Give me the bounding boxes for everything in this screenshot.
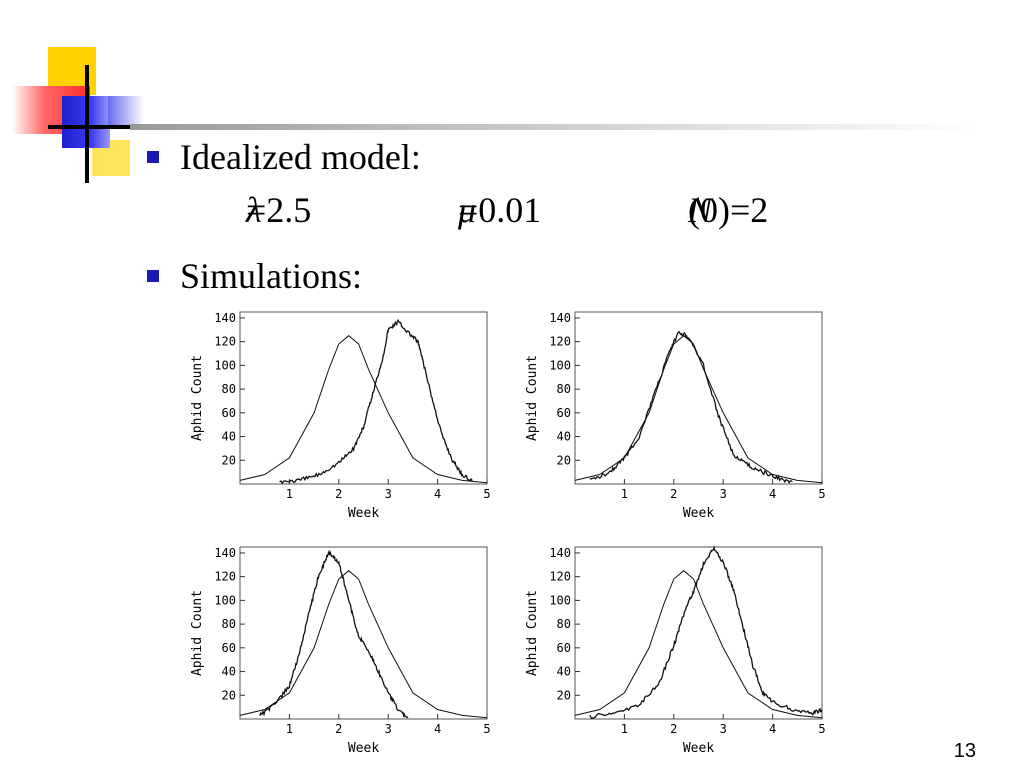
x-tick-label: 3 [720,487,727,501]
x-axis-label: Week [683,506,714,521]
x-tick-label: 2 [335,487,342,501]
y-axis-label: Aphid Count [190,355,205,441]
x-tick-label: 4 [769,487,776,501]
simulation-plot-2-svg: 20 40 60 80 100 120 140 1 2 3 4 5 Week Aphid Count [525,311,826,521]
simulation-plot-4-svg: 20 40 60 80 100 120 140 1 2 3 4 5 Week Aphid Count [525,545,826,756]
bullet-text-simulations: Simulations: [180,256,363,296]
y-tick-label: 40 [557,665,571,679]
x-tick-label: 3 [720,722,727,736]
y-axis-label: Aphid Count [190,590,205,676]
y-tick-label: 20 [222,453,236,467]
series-line-smooth [574,335,823,484]
deco-rule [130,124,980,130]
x-tick-label: 5 [483,722,490,736]
simulation-plot-2: 20 40 60 80 100 120 140 1 2 3 4 5 Week Aphid Count [520,308,830,528]
x-tick-label: 5 [483,487,490,501]
x-tick-label: 5 [818,487,825,501]
series-line-noisy [589,545,823,720]
y-tick-label: 100 [549,358,571,372]
x-tick-label: 4 [434,722,441,736]
x-tick-label: 1 [621,722,628,736]
mu-symbol: μ [458,190,477,230]
lambda-value: =2.5 [246,190,312,230]
simulation-plot-1-svg: 20 40 60 80 100 120 140 1 2 3 4 5 Week Aphid Count [190,311,491,521]
y-tick-label: 60 [557,406,571,420]
y-tick-label: 140 [214,311,236,325]
simulation-plot-1: 20 40 60 80 100 120 140 1 2 3 4 5 Week Aphid Count [185,308,495,528]
simulation-plot-4: 20 40 60 80 100 120 140 1 2 3 4 5 Week Aphid Count [520,543,830,763]
deco-vertical-line [85,65,89,183]
y-tick-label: 60 [222,641,236,655]
plot-frame [574,546,823,720]
series-line-noisy [589,331,793,484]
x-tick-label: 4 [769,722,776,736]
y-tick-label: 120 [549,335,571,349]
series-line-smooth [239,570,488,719]
y-tick-label: 140 [549,311,571,325]
y-tick-label: 100 [214,593,236,607]
y-tick-label: 20 [222,688,236,702]
y-tick-label: 100 [549,593,571,607]
x-tick-label: 3 [385,487,392,501]
x-tick-label: 3 [385,722,392,736]
y-tick-label: 120 [214,570,236,584]
bullet-text-idealized-model: Idealized model: [180,137,421,177]
y-tick-label: 60 [222,406,236,420]
series-line-smooth [574,570,823,719]
y-tick-label: 100 [214,358,236,372]
y-tick-label: 40 [222,430,236,444]
x-axis-label: Week [348,506,379,521]
plot-frame [574,311,823,485]
x-tick-label: 2 [670,722,677,736]
simulation-plot-3-svg: 20 40 60 80 100 120 140 1 2 3 4 5 Week Aphid Count [190,546,491,756]
x-tick-label: 4 [434,487,441,501]
y-tick-label: 20 [557,688,571,702]
plot-frame [239,311,488,485]
x-axis-label: Week [683,741,714,756]
n-symbol: N [688,190,713,230]
y-tick-label: 80 [557,617,571,631]
x-tick-label: 1 [286,722,293,736]
bullet-marker-1 [147,151,159,163]
y-tick-label: 20 [557,453,571,467]
y-tick-label: 140 [549,546,571,560]
plot-frame [239,546,488,720]
series-line-smooth [239,335,488,484]
y-tick-label: 80 [557,382,571,396]
x-axis-label: Week [348,741,379,756]
series-line-noisy [279,318,473,485]
n-value: (0)=2 [688,190,769,230]
lambda-symbol: λ [246,190,262,230]
x-tick-label: 1 [621,487,628,501]
x-tick-label: 5 [818,722,825,736]
deco-horizontal-line [48,125,140,129]
y-axis-label: Aphid Count [525,590,540,676]
y-tick-label: 80 [222,382,236,396]
deco-blue-fade [108,96,144,126]
model-parameters: λ =2.5 μ =0.01 N (0)=2 [0,190,1024,230]
y-tick-label: 80 [222,617,236,631]
x-tick-label: 1 [286,487,293,501]
x-tick-label: 2 [670,487,677,501]
y-tick-label: 40 [222,665,236,679]
y-tick-label: 60 [557,641,571,655]
mu-value: =0.01 [458,190,542,230]
page-number: 13 [953,740,976,762]
y-tick-label: 120 [214,335,236,349]
simulation-plot-3: 20 40 60 80 100 120 140 1 2 3 4 5 Week Aphid Count [185,543,495,763]
y-tick-label: 140 [214,546,236,560]
y-axis-label: Aphid Count [525,355,540,441]
y-tick-label: 120 [549,570,571,584]
series-line-noisy [259,549,409,719]
x-tick-label: 2 [335,722,342,736]
y-tick-label: 40 [557,430,571,444]
bullet-marker-2 [147,270,159,282]
